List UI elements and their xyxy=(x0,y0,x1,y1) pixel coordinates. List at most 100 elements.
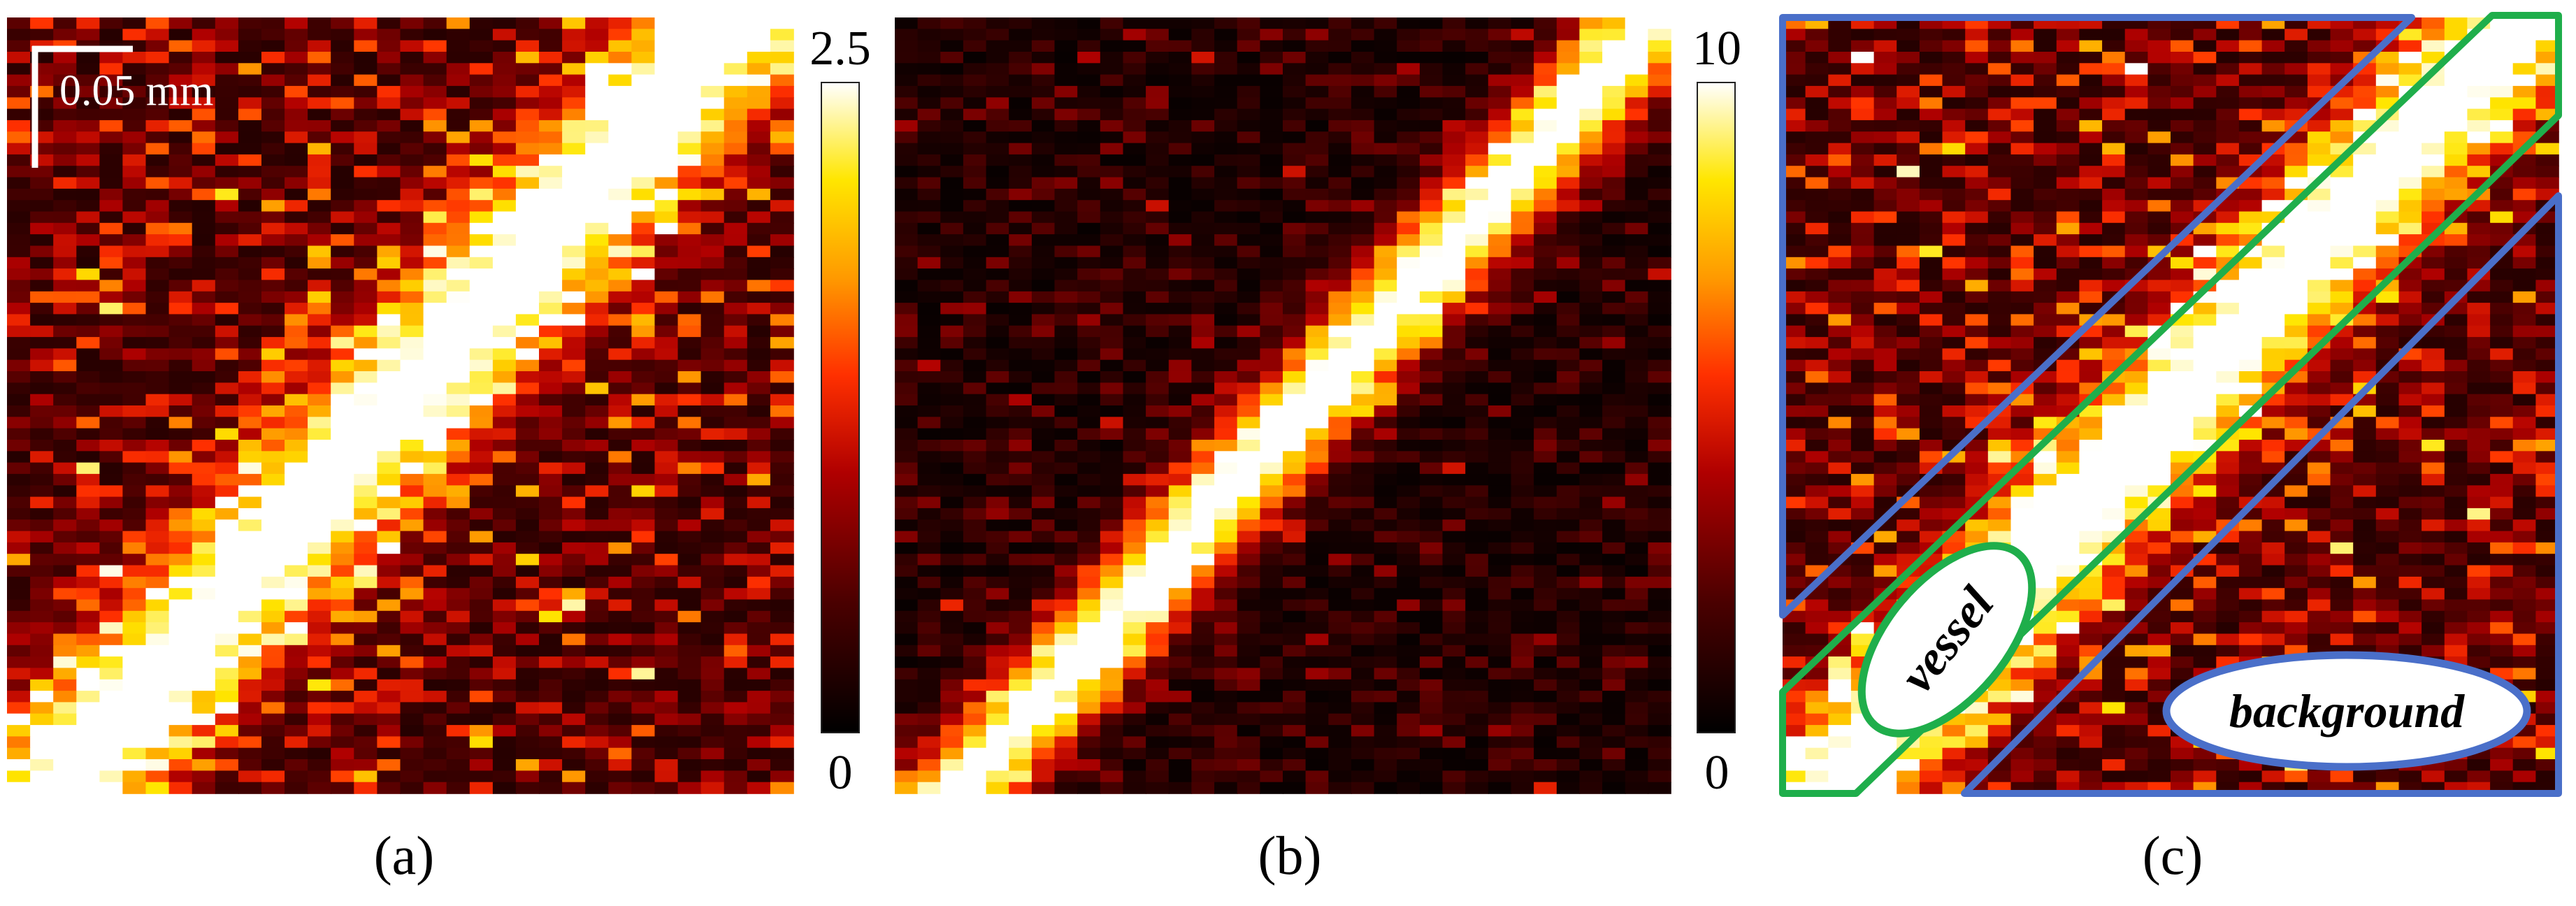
heatmap-cell xyxy=(7,382,31,395)
heatmap-cell xyxy=(1534,656,1557,669)
heatmap-cell xyxy=(7,314,31,326)
heatmap-cell xyxy=(1077,679,1101,691)
heatmap-cell xyxy=(400,462,424,475)
heatmap-cell xyxy=(122,542,147,554)
heatmap-cell xyxy=(1031,770,1056,783)
heatmap-cell xyxy=(285,656,308,669)
heatmap-cell xyxy=(677,725,702,738)
heatmap-cell xyxy=(2512,63,2537,76)
heatmap-cell xyxy=(76,166,101,178)
heatmap-cell xyxy=(76,74,101,87)
heatmap-cell xyxy=(1077,702,1101,714)
heatmap-cell xyxy=(724,188,748,201)
heatmap-cell xyxy=(770,143,794,155)
heatmap-cell xyxy=(76,108,101,121)
heatmap-cell xyxy=(1168,645,1193,657)
heatmap-cell xyxy=(446,222,470,235)
heatmap-cell xyxy=(1442,131,1466,144)
heatmap-cell xyxy=(1260,679,1283,691)
heatmap-cell xyxy=(122,759,147,772)
heatmap-cell xyxy=(331,417,355,429)
heatmap-cell xyxy=(1534,131,1557,144)
heatmap-cell xyxy=(1214,348,1238,361)
heatmap-cell xyxy=(1168,394,1193,406)
heatmap-cell xyxy=(2444,120,2468,132)
heatmap-cell xyxy=(1442,610,1466,623)
heatmap-cell xyxy=(192,713,216,726)
heatmap-cell xyxy=(1237,108,1261,121)
heatmap-cell xyxy=(1305,473,1329,486)
heatmap-cell xyxy=(377,303,401,315)
heatmap-cell xyxy=(1419,440,1444,452)
heatmap-cell xyxy=(2034,52,2057,64)
heatmap-cell xyxy=(1602,177,1626,189)
heatmap-cell xyxy=(492,85,517,98)
heatmap-cell xyxy=(963,303,987,315)
heatmap-cell xyxy=(238,691,262,703)
heatmap-cell xyxy=(1100,576,1124,589)
heatmap-cell xyxy=(122,200,147,213)
heatmap-cell xyxy=(986,565,1009,577)
heatmap-cell xyxy=(895,85,919,98)
heatmap-cell xyxy=(515,177,540,189)
heatmap-cell xyxy=(492,348,517,361)
heatmap-cell xyxy=(677,222,702,235)
heatmap-cell xyxy=(608,166,633,178)
heatmap-cell xyxy=(700,782,725,794)
heatmap-cell xyxy=(1442,359,1466,372)
heatmap-cell xyxy=(940,154,964,166)
heatmap-cell xyxy=(1031,166,1056,178)
heatmap-cell xyxy=(654,428,679,440)
heatmap-cell xyxy=(1579,633,1603,646)
heatmap-cell xyxy=(7,485,31,498)
heatmap-cell xyxy=(215,554,239,566)
heatmap-cell xyxy=(608,610,633,623)
heatmap-cell xyxy=(215,645,239,657)
heatmap-cell xyxy=(354,405,378,418)
heatmap-cell xyxy=(1374,394,1397,406)
heatmap-cell xyxy=(1374,747,1397,760)
heatmap-cell xyxy=(562,622,586,635)
heatmap-cell xyxy=(1374,531,1397,543)
heatmap-cell xyxy=(917,325,941,338)
heatmap-cell xyxy=(261,40,285,52)
heatmap-cell xyxy=(1351,679,1375,691)
heatmap-cell xyxy=(1214,303,1238,315)
heatmap-cell xyxy=(515,85,540,98)
heatmap-cell xyxy=(492,610,517,623)
heatmap-cell xyxy=(1237,337,1261,350)
heatmap-cell xyxy=(940,485,964,498)
heatmap-cell xyxy=(770,519,794,532)
heatmap-cell xyxy=(122,382,147,395)
heatmap-cell xyxy=(400,496,424,509)
heatmap-cell xyxy=(377,451,401,463)
heatmap-cell xyxy=(1100,417,1124,429)
heatmap-cell xyxy=(963,656,987,669)
heatmap-cell xyxy=(1351,325,1375,338)
heatmap-cell xyxy=(963,668,987,680)
heatmap-cell xyxy=(145,713,170,726)
heatmap-cell xyxy=(192,405,216,418)
heatmap-cell xyxy=(1374,268,1397,281)
heatmap-cell xyxy=(940,496,964,509)
heatmap-cell xyxy=(631,245,656,258)
heatmap-cell xyxy=(724,166,748,178)
heatmap-cell xyxy=(238,222,262,235)
heatmap-cell xyxy=(1031,154,1056,166)
heatmap-cell xyxy=(492,542,517,554)
heatmap-cell xyxy=(917,371,941,384)
heatmap-cell xyxy=(192,462,216,475)
heatmap-cell xyxy=(53,668,78,680)
heatmap-cell xyxy=(1534,200,1557,213)
heatmap-cell xyxy=(1123,154,1146,166)
heatmap-cell xyxy=(1237,314,1261,326)
heatmap-cell xyxy=(1100,542,1124,554)
heatmap-cell xyxy=(2216,52,2240,64)
heatmap-cell xyxy=(2512,97,2537,110)
heatmap-cell xyxy=(1031,645,1056,657)
heatmap-cell xyxy=(354,371,378,384)
heatmap-cell xyxy=(238,473,262,486)
heatmap-cell xyxy=(539,702,563,714)
heatmap-cell xyxy=(30,588,54,601)
heatmap-cell xyxy=(1534,645,1557,657)
